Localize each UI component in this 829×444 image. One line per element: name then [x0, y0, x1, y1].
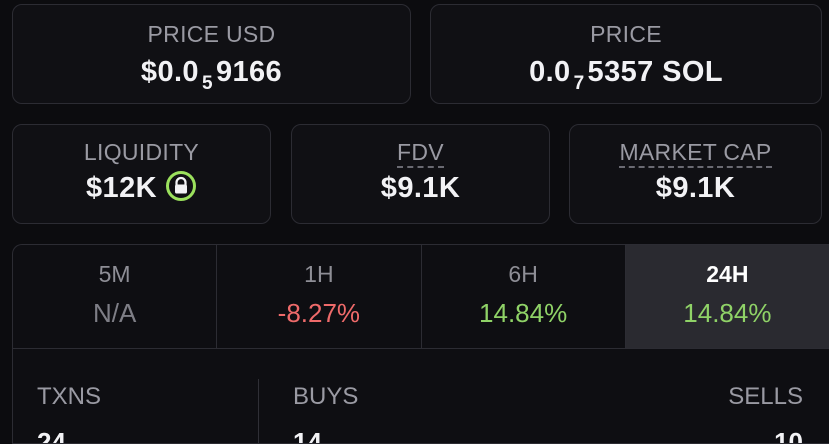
- price-usd-label: PRICE USD: [147, 21, 276, 47]
- lock-icon[interactable]: [165, 170, 197, 202]
- divider: [258, 379, 259, 443]
- tab-24h[interactable]: 24H 14.84%: [625, 245, 829, 348]
- tab-6h[interactable]: 6H 14.84%: [422, 245, 626, 348]
- price-native-label: PRICE: [590, 21, 662, 47]
- market-cap-card: MARKET CAP $9.1K: [569, 124, 822, 224]
- market-cap-label[interactable]: MARKET CAP: [619, 139, 772, 168]
- tab-5m-label: 5M: [98, 261, 131, 287]
- txns-label: TXNS: [37, 383, 102, 410]
- tab-6h-change: 14.84%: [479, 298, 568, 328]
- price-native-zero-count: 7: [573, 73, 585, 94]
- market-cap-value: $9.1K: [655, 172, 736, 204]
- buys-label: BUYS: [293, 383, 359, 410]
- price-usd-zero-count: 5: [201, 73, 213, 94]
- liquidity-value: $12K: [86, 172, 157, 204]
- tab-1h[interactable]: 1H -8.27%: [217, 245, 422, 348]
- price-native-card: PRICE 0.0 7 5357 SOL: [430, 4, 822, 104]
- fdv-card: FDV $9.1K: [291, 124, 550, 224]
- timeframe-tabs: 5M N/A 1H -8.27% 6H 14.84% 24H 14.84%: [13, 245, 829, 349]
- liquidity-label: LIQUIDITY: [83, 139, 200, 165]
- price-usd-value: $0.0 5 9166: [140, 56, 283, 94]
- tab-1h-change: -8.27%: [277, 298, 361, 328]
- tab-24h-label: 24H: [706, 261, 749, 287]
- price-usd-card: PRICE USD $0.0 5 9166: [12, 4, 411, 104]
- tab-6h-label: 6H: [508, 261, 538, 287]
- fdv-value: $9.1K: [380, 172, 461, 204]
- stats-panel: 5M N/A 1H -8.27% 6H 14.84% 24H 14.84% TX…: [12, 244, 829, 444]
- liquidity-value-row: $12K: [13, 170, 270, 205]
- liquidity-card: LIQUIDITY $12K: [12, 124, 271, 224]
- price-native-value: 0.0 7 5357 SOL: [529, 56, 723, 94]
- tab-1h-label: 1H: [304, 261, 334, 287]
- sells-label: SELLS: [728, 383, 803, 410]
- fdv-label[interactable]: FDV: [397, 139, 444, 168]
- tab-24h-change: 14.84%: [683, 298, 772, 328]
- tab-5m-change: N/A: [92, 298, 137, 328]
- tab-5m[interactable]: 5M N/A: [13, 245, 218, 348]
